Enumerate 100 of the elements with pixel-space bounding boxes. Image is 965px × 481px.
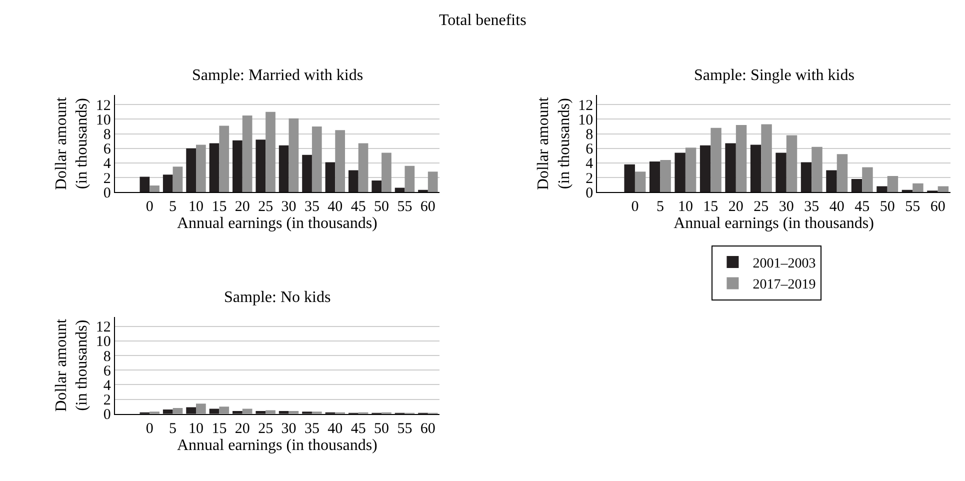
bar — [862, 167, 873, 192]
y-tick-label: 10 — [578, 112, 594, 128]
bar — [776, 152, 786, 192]
bar — [162, 409, 173, 414]
y-tick-label: 8 — [103, 348, 111, 365]
bar — [836, 154, 848, 192]
bar — [242, 116, 252, 192]
x-tick-label: 10 — [188, 420, 204, 437]
y-tick-label: 6 — [586, 142, 594, 158]
bar — [812, 146, 822, 192]
x-tick-label: 50 — [374, 199, 390, 216]
x-tick-label: 45 — [350, 420, 366, 437]
x-tick-label: 5 — [656, 199, 664, 216]
bar — [186, 148, 196, 192]
bar — [876, 186, 888, 192]
bar — [335, 130, 346, 192]
bar — [232, 140, 242, 192]
bar — [150, 186, 160, 192]
bar — [325, 162, 336, 192]
y-tick-label: 6 — [103, 142, 112, 158]
y-axis-title: Dollar amount (in thousands) — [52, 96, 91, 190]
x-tick-label: 5 — [169, 199, 177, 216]
bar — [649, 161, 660, 192]
y-tick-label: 12 — [578, 98, 594, 114]
bar — [634, 172, 646, 192]
bar — [912, 183, 924, 192]
x-axis-title: Annual earnings (in thousands) — [674, 215, 874, 232]
bar — [800, 162, 812, 192]
bar — [674, 152, 686, 192]
bar — [172, 166, 183, 192]
bar — [219, 406, 230, 414]
x-tick-label: 20 — [728, 199, 744, 216]
x-tick-label: 55 — [397, 420, 412, 437]
bar — [219, 126, 230, 192]
y-tick-label: 10 — [96, 112, 111, 128]
x-tick-label: 60 — [420, 420, 436, 437]
chart-title: Sample: No kids — [224, 289, 331, 306]
bar — [172, 408, 183, 414]
y-tick-label: 12 — [96, 320, 111, 336]
y-tick-label: 2 — [586, 170, 594, 187]
bar — [428, 172, 438, 192]
bar — [736, 125, 747, 192]
bar — [394, 188, 405, 192]
bar — [348, 170, 358, 192]
x-tick-label: 0 — [146, 420, 154, 437]
x-tick-label: 45 — [854, 199, 870, 216]
bar — [786, 135, 798, 192]
x-tick-label: 25 — [258, 420, 274, 437]
bar — [382, 152, 392, 192]
x-tick-label: 35 — [304, 420, 320, 437]
bar — [750, 144, 762, 192]
x-tick-label: 10 — [188, 199, 204, 216]
bar — [186, 407, 196, 414]
x-axis-title: Annual earnings (in thousands) — [176, 215, 378, 232]
bar — [266, 112, 276, 192]
x-tick-label: 15 — [703, 199, 718, 216]
x-tick-label: 10 — [678, 199, 693, 216]
chart-title: Sample: Single with kids — [694, 67, 854, 84]
x-tick-label: 25 — [754, 199, 769, 216]
x-tick-label: 15 — [212, 420, 227, 437]
bar — [624, 164, 635, 192]
y-tick-label: 12 — [96, 98, 111, 114]
x-tick-label: 60 — [420, 199, 436, 216]
x-tick-label: 0 — [631, 199, 639, 216]
x-tick-label: 0 — [146, 199, 154, 216]
bar — [288, 118, 299, 192]
y-tick-label: 0 — [103, 407, 111, 424]
bar — [372, 180, 382, 192]
x-tick-label: 30 — [778, 199, 794, 216]
bar — [266, 410, 276, 414]
x-tick-label: 55 — [397, 199, 412, 216]
x-tick-label: 40 — [328, 199, 343, 216]
bar — [938, 186, 949, 192]
chart-title: Sample: Married with kids — [192, 67, 364, 84]
x-axis-title: Annual earnings (in thousands) — [176, 436, 378, 454]
y-tick-label: 8 — [103, 127, 111, 143]
x-tick-label: 45 — [350, 199, 366, 216]
bar — [140, 176, 150, 192]
x-tick-label: 50 — [374, 420, 390, 437]
bar — [700, 145, 711, 192]
y-axis-title: Dollar amount (in thousands) — [535, 96, 573, 190]
x-tick-label: 30 — [281, 199, 296, 216]
y-tick-label: 0 — [586, 185, 594, 202]
bar — [312, 126, 322, 192]
y-tick-label: 2 — [103, 392, 111, 409]
text: Total benefits — [439, 12, 526, 29]
bar — [725, 143, 736, 192]
bar — [196, 144, 206, 192]
bar — [196, 404, 206, 414]
bar — [710, 128, 722, 192]
bar — [162, 174, 173, 192]
bar — [761, 124, 772, 192]
legend-label: 2001–2003 — [752, 256, 816, 272]
y-tick-label: 4 — [586, 156, 594, 172]
legend-label: 2017–2019 — [752, 278, 816, 293]
x-tick-label: 30 — [281, 420, 296, 437]
bar — [302, 154, 312, 192]
x-tick-label: 35 — [304, 199, 320, 216]
y-tick-label: 4 — [103, 156, 112, 172]
bar — [887, 176, 898, 192]
